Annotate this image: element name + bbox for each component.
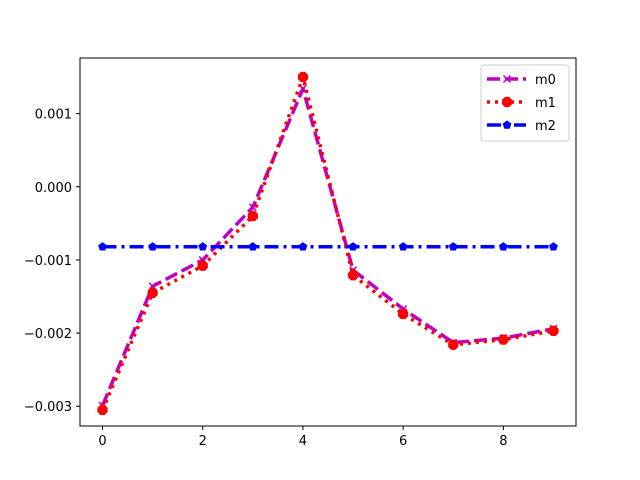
data-point-m1 (347, 270, 359, 281)
data-point-m1 (97, 404, 108, 416)
data-point-m2 (498, 242, 508, 251)
legend-entry-m0: m0 (487, 73, 556, 88)
data-point-m2 (248, 242, 258, 251)
x-tick-label: 0 (98, 434, 106, 449)
x-tick-label: 4 (299, 434, 307, 449)
series-m1 (97, 71, 559, 416)
data-point-m1 (147, 287, 158, 298)
legend-label: m1 (535, 96, 556, 111)
data-point-m1 (297, 71, 309, 83)
legend: m0 m1 m2 (480, 64, 570, 142)
plot-frame (79, 57, 577, 427)
x-tick-label: 6 (399, 434, 407, 449)
legend-marker (502, 74, 512, 84)
x-tick-label: 2 (199, 434, 207, 449)
legend-box (480, 64, 570, 142)
data-point-m1 (247, 210, 258, 222)
data-point-m2 (398, 242, 408, 251)
legend-entry-m2: m2 (487, 119, 556, 134)
data-point-m2 (98, 242, 107, 251)
legend-marker (502, 120, 512, 129)
legend-label: m0 (535, 73, 556, 88)
data-point-m1 (548, 325, 559, 337)
data-point-m2 (148, 242, 158, 251)
data-point-m2 (298, 242, 308, 251)
series-m2 (98, 242, 558, 251)
axes-layer: 0 2 4 6 8 −0.003 −0.002 −0.001 0.000 0.001 (24, 108, 508, 449)
data-point-m1 (448, 339, 459, 350)
legend-label: m2 (535, 119, 556, 134)
data-point-m1 (398, 308, 409, 320)
legend-marker (501, 96, 513, 108)
data-point-m1 (498, 334, 509, 345)
y-tick-label: −0.003 (24, 400, 72, 415)
series-layer (97, 71, 559, 416)
legend-entry-m1: m1 (487, 96, 556, 111)
y-tick-label: 0.001 (35, 108, 72, 123)
data-point-m2 (549, 242, 558, 251)
data-point-m1 (197, 260, 208, 271)
y-tick-label: −0.001 (24, 254, 72, 269)
series-line-m1 (100, 75, 554, 411)
data-point-m2 (198, 242, 208, 251)
y-tick-label: 0.000 (35, 181, 72, 196)
data-point-m2 (348, 242, 358, 251)
data-point-m2 (448, 242, 458, 251)
x-tick-label: 8 (499, 434, 507, 449)
y-tick-label: −0.002 (24, 327, 72, 342)
series-line-m0 (100, 86, 554, 407)
